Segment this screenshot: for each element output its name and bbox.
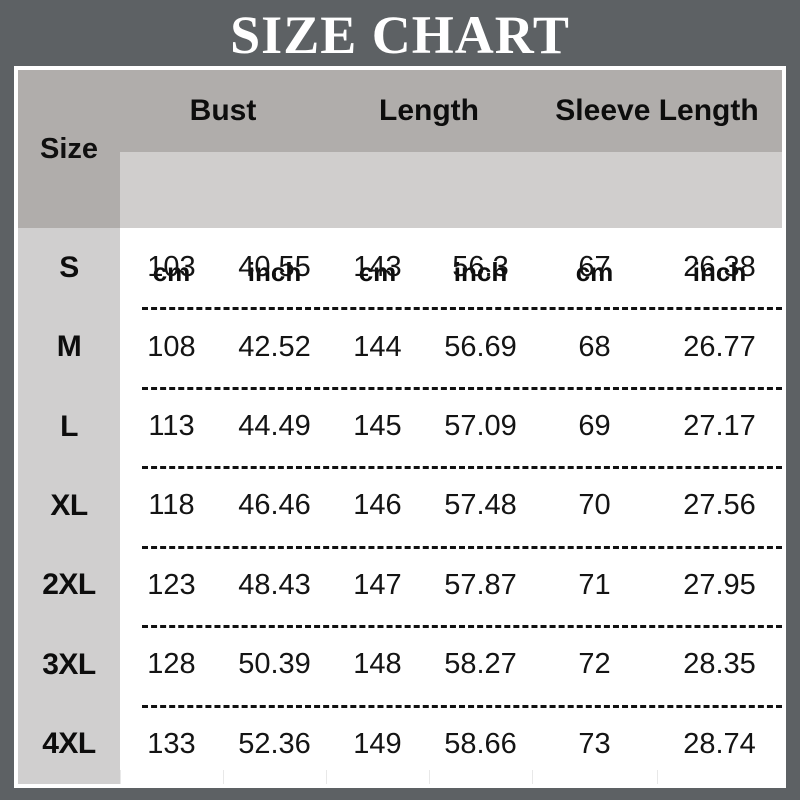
unit-header-length-inch: inch [453,256,508,287]
table-cell: 56.3 [452,251,509,284]
table-cell: 46.46 [238,489,311,522]
unit-header-sleeve-cm: cm [575,256,614,287]
table-cell: 147 [353,568,402,601]
row-size-label: S [59,250,79,284]
table-cell: 149 [353,727,402,760]
group-header-sleeve-length: Sleeve Length [555,94,759,127]
row-values: 108 42.52 144 56.69 68 26.77 [120,307,782,386]
table-cell: 143 [353,251,402,284]
table-cell: 26.38 [683,251,756,284]
row-divider [142,466,782,470]
table-cell: 52.36 [238,727,311,760]
row-divider [142,625,782,629]
row-divider [142,386,782,390]
table-cell: 73 [578,727,611,760]
group-header-length: Length [379,94,479,127]
table-cell: 44.49 [238,410,311,443]
column-guide [429,770,430,784]
table-inner: Size Bust Length Sleeve Length cm inch c… [18,70,782,784]
group-header-bust: Bust [189,94,257,127]
column-guide [326,770,327,784]
row-divider [142,545,782,549]
row-size-label: L [60,409,78,443]
unit-header-length-cm: cm [358,256,397,287]
table-row: XL 118 46.46 146 57.48 70 27.56 [18,466,782,545]
table-cell: 27.56 [683,489,756,522]
unit-header-sleeve-inch: inch [692,256,747,287]
size-column-body [18,228,120,784]
table-cell: 58.27 [444,648,517,681]
table-cell: 40.55 [238,251,311,284]
table-cell: 113 [148,410,195,443]
row-size-label: XL [50,488,88,522]
unit-header-bust-inch: inch [247,256,302,287]
table-cell: 72 [578,648,611,681]
table-row: M 108 42.52 144 56.69 68 26.77 [18,307,782,386]
table-row: 3XL 128 50.39 148 58.27 72 28.35 [18,625,782,704]
column-guide [657,770,658,784]
table-cell: 103 [147,251,196,284]
unit-header-row: cm inch cm inch cm inch [120,152,782,287]
row-values: 128 50.39 148 58.27 72 28.35 [120,625,782,704]
table-cell: 146 [353,489,402,522]
table-cell: 48.43 [238,568,311,601]
column-guide [120,770,121,784]
table-cell: 58.66 [444,727,517,760]
table-cell: 71 [578,568,611,601]
row-values: 103 40.55 143 56.3 67 26.38 [120,228,782,307]
table-cell: 57.09 [444,410,517,443]
size-column-header: Size [18,70,120,228]
row-values: 123 48.43 147 57.87 71 27.95 [120,546,782,625]
table-cell: 27.95 [683,568,756,601]
table-cell: 144 [353,330,402,363]
row-values: 118 46.46 146 57.48 70 27.56 [120,466,782,545]
column-guide [223,770,224,784]
table-cell: 108 [147,330,196,363]
column-guide [532,770,533,784]
table-cell: 28.74 [683,727,756,760]
table-row: 2XL 123 48.43 147 57.87 71 27.95 [18,546,782,625]
table-cell: 28.35 [683,648,756,681]
row-values: 133 52.36 149 58.66 73 28.74 [120,705,782,784]
table-cell: 57.87 [444,568,517,601]
table-cell: 56.69 [444,330,517,363]
table-cell: 123 [147,568,196,601]
size-header-label: Size [39,132,99,165]
table-row: S 103 40.55 143 56.3 67 26.38 [18,228,782,307]
table-cell: 27.17 [683,410,756,443]
table-cell: 57.48 [444,489,517,522]
table-cell: 42.52 [238,330,311,363]
row-size-label: M [56,330,82,364]
table-cell: 68 [578,330,611,363]
row-size-label: 2XL [42,568,96,602]
page-title: SIZE CHART [230,5,570,65]
table-cell: 69 [578,410,611,443]
row-divider [142,307,782,311]
table-body: S 103 40.55 143 56.3 67 26.38 M 108 42.52 144 56.69… [18,228,782,784]
group-header-row: Bust Length Sleeve Length [120,70,782,152]
table-row: L 113 44.49 145 57.09 69 27.17 [18,387,782,466]
row-divider [142,704,782,708]
table-cell: 70 [578,489,611,522]
table-cell: 50.39 [238,648,311,681]
size-chart-table: Size Bust Length Sleeve Length cm inch c… [14,66,786,788]
table-cell: 26.77 [683,330,756,363]
row-size-label: 3XL [42,647,96,681]
table-cell: 118 [148,489,195,522]
table-cell: 148 [353,648,402,681]
table-cell: 145 [353,410,402,443]
unit-header-bust-cm: cm [152,256,191,287]
row-values: 113 44.49 145 57.09 69 27.17 [120,387,782,466]
table-row: 4XL 133 52.36 149 58.66 73 28.74 [18,705,782,784]
table-cell: 67 [578,251,611,284]
table-cell: 133 [147,727,196,760]
table-cell: 128 [147,648,196,681]
row-size-label: 4XL [42,727,96,761]
